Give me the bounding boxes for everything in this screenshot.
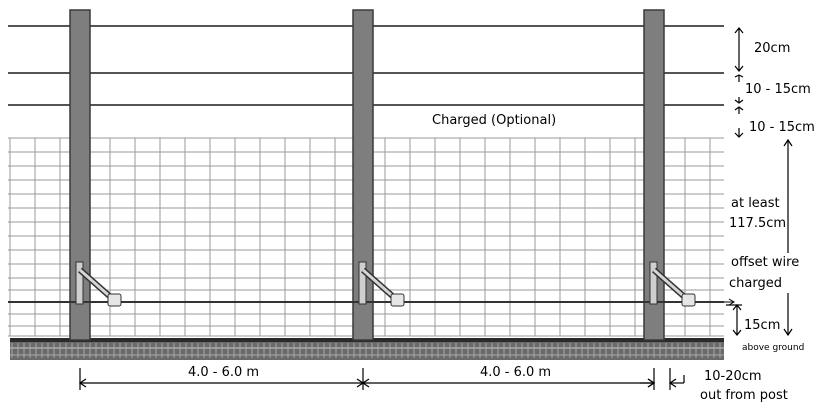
vertical-dimensions [726, 27, 793, 337]
gap-third-label: 10 - 15cm [749, 120, 815, 135]
post-1 [69, 9, 91, 341]
offset-bracket-2 [358, 261, 405, 307]
post-spacing-left-label: 4.0 - 6.0 m [188, 365, 259, 380]
horizontal-dimensions [78, 368, 685, 390]
height-label-line2: 117.5cm [729, 216, 786, 231]
charged-optional-label: Charged (Optional) [432, 113, 556, 128]
offset-bracket-3 [649, 261, 696, 307]
gap-top-label: 20cm [754, 41, 790, 56]
ground [10, 338, 724, 360]
post-2 [352, 9, 374, 341]
gap-second-label: 10 - 15cm [745, 82, 811, 97]
post-3 [643, 9, 665, 341]
ground-texture [11, 343, 721, 358]
offset-bracket-1 [75, 261, 122, 307]
offset-wire-label: offset wire [731, 255, 799, 270]
posts [69, 9, 665, 341]
height-label-line1: at least [731, 196, 780, 211]
offset-distance-label-line2: out from post [700, 388, 788, 403]
offset-distance-label-line1: 10-20cm [704, 369, 762, 384]
offset-height-label: 15cm [744, 318, 780, 333]
offset-brackets [75, 261, 696, 307]
above-ground-label: above ground [742, 343, 804, 353]
post-spacing-right-label: 4.0 - 6.0 m [480, 365, 551, 380]
offset-charged-label: charged [729, 276, 782, 291]
